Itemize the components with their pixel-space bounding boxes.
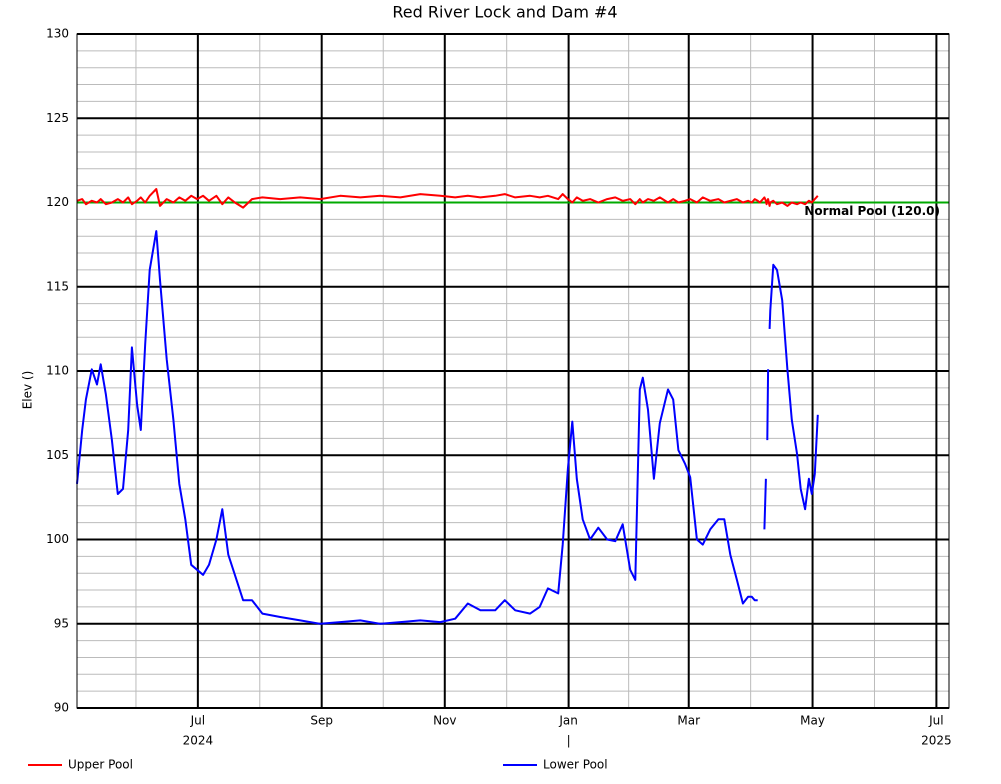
x-tick-label: Jan xyxy=(558,714,578,728)
y-axis-label: Elev () xyxy=(21,371,35,410)
chart-title: Red River Lock and Dam #4 xyxy=(392,3,617,22)
x-year-label: 2025 xyxy=(921,734,952,748)
x-year-label: 2024 xyxy=(183,734,214,748)
x-year-label: | xyxy=(567,734,571,748)
y-tick-label: 90 xyxy=(54,701,69,715)
x-tick-label: Mar xyxy=(677,714,700,728)
reference-label: Normal Pool (120.0) xyxy=(804,204,940,218)
plot-frame xyxy=(76,33,950,709)
y-tick-label: 125 xyxy=(46,111,69,125)
x-tick-label: Jul xyxy=(190,714,205,728)
y-tick-label: 100 xyxy=(46,532,69,546)
legend-label: Upper Pool xyxy=(68,758,133,772)
x-tick-label: Sep xyxy=(310,714,333,728)
y-tick-label: 105 xyxy=(46,448,69,462)
y-tick-label: 130 xyxy=(46,27,69,41)
x-tick-label: Nov xyxy=(433,714,456,728)
y-tick-label: 120 xyxy=(46,195,69,209)
series-line xyxy=(76,188,819,209)
y-tick-label: 110 xyxy=(46,364,69,378)
series-line xyxy=(76,230,819,625)
x-tick-label: Jul xyxy=(928,714,943,728)
legend-label: Lower Pool xyxy=(543,758,608,772)
x-tick-label: May xyxy=(800,714,825,728)
y-tick-label: 95 xyxy=(54,616,69,630)
y-tick-label: 115 xyxy=(46,279,69,293)
